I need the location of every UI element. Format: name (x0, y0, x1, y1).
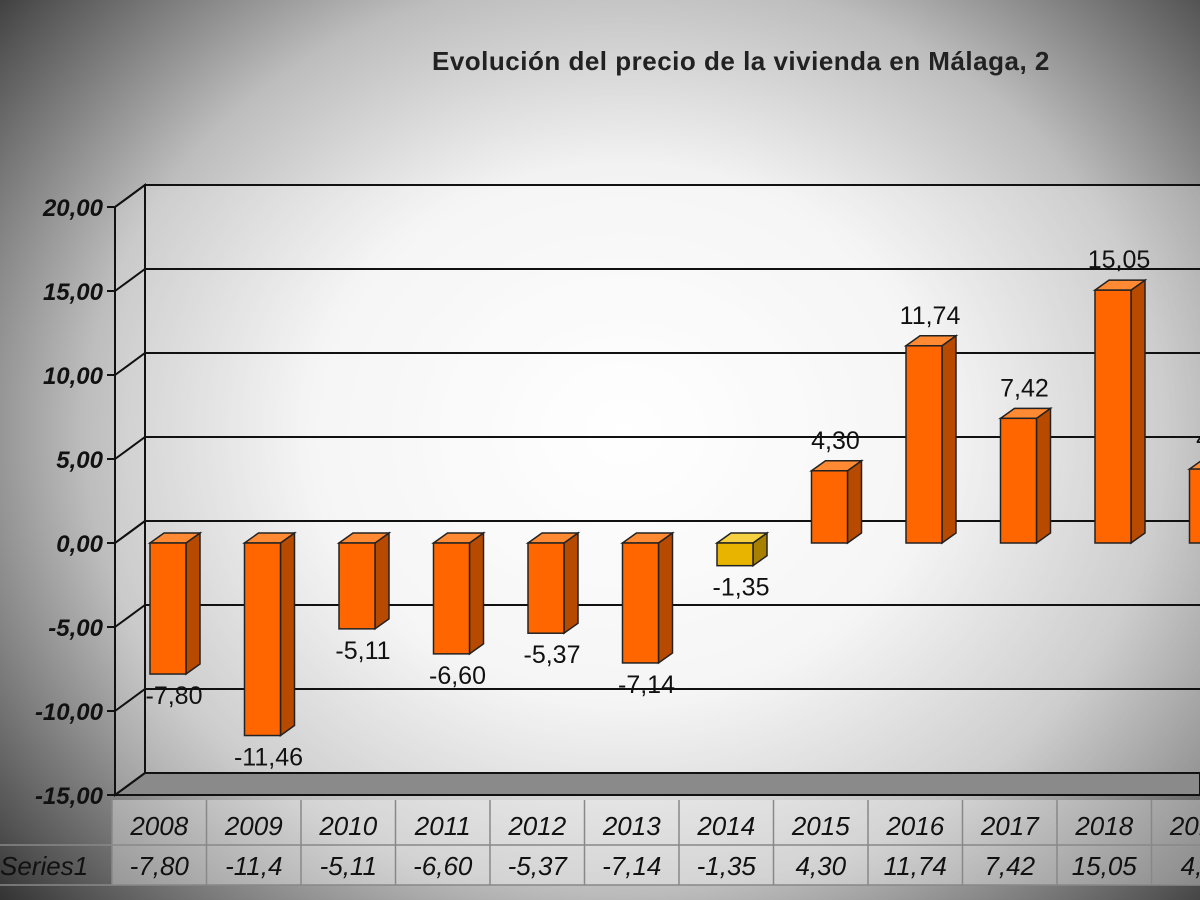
category-label: 2013 (602, 811, 661, 841)
data-label: 15,05 (1088, 246, 1151, 274)
bar-2012 (525, 531, 581, 635)
table-value: -7,14 (602, 851, 661, 881)
y-tick-label: 5,00 (56, 447, 103, 474)
y-axis: 20,00 15,00 10,00 5,00 0,00 -5,00 -10,00 -15,00 (35, 195, 116, 810)
bar-side (1035, 406, 1052, 545)
category-label: 2016 (885, 811, 944, 841)
data-label: -6,60 (429, 662, 486, 690)
data-label: -7,80 (146, 682, 203, 710)
table-value: 4,30 (795, 851, 846, 881)
y-tick-label: 15,00 (43, 279, 104, 306)
category-label: 2019 (1169, 811, 1200, 841)
bar-2010 (336, 531, 392, 631)
gridline (114, 688, 1200, 712)
data-label: -7,14 (618, 671, 675, 699)
table-value: -1,35 (697, 851, 757, 881)
series-name: Series1 (0, 851, 88, 881)
bar-2008 (147, 531, 203, 676)
table-value: -7,80 (130, 851, 190, 881)
bar-2014 (714, 531, 770, 568)
table-bg (112, 800, 1200, 885)
category-label: 2017 (980, 811, 1040, 841)
category-label: 2010 (318, 811, 377, 841)
gridline (114, 436, 1200, 460)
gridline (114, 604, 1200, 628)
data-label: 7,42 (1000, 374, 1049, 402)
bar-2009 (242, 531, 297, 737)
bar-top (1187, 460, 1200, 470)
bar-front (338, 542, 376, 630)
bar-side (468, 531, 485, 656)
table-value: 4,4 (1181, 851, 1200, 881)
table-value: -5,11 (320, 851, 377, 881)
y-tick-label: -10,00 (35, 699, 104, 726)
data-labels: -7,80 -11,46 -5,11 -6,60 -5,37 -7,14 -1,35 4,30… (146, 246, 1200, 771)
data-label: -11,46 (234, 744, 303, 772)
gridline (114, 184, 1200, 208)
bar-2016 (903, 334, 959, 545)
category-label: 2009 (224, 811, 283, 841)
data-label: -5,11 (335, 637, 390, 665)
bar-side (657, 531, 674, 665)
table-value: 7,42 (984, 851, 1035, 881)
bar-2011 (431, 531, 486, 656)
bar-front (716, 542, 754, 567)
y-tick-label: -5,00 (48, 615, 103, 642)
bar-front (810, 470, 849, 544)
bar-front (905, 345, 943, 544)
table-value: -6,60 (413, 851, 473, 881)
table-value: 15,05 (1072, 851, 1138, 881)
y-tick-label: 20,00 (42, 195, 104, 222)
bar-front (1188, 468, 1200, 544)
gridline (114, 352, 1200, 376)
bar-side (941, 334, 957, 545)
category-label: 2011 (414, 811, 471, 841)
bar-side (374, 531, 390, 631)
floor (111, 772, 1200, 796)
bar-front (149, 542, 187, 675)
bars (147, 278, 1200, 737)
data-table: Series1 2008 -7,80 2009 -11,4 2010 -5,11 2011 -6… (0, 800, 1200, 886)
bar-side (279, 531, 296, 737)
bar-side (846, 459, 863, 545)
bar-2018 (1092, 278, 1148, 545)
gridline (114, 268, 1200, 292)
category-label: 2012 (507, 811, 566, 841)
bar-front (621, 542, 660, 664)
table-value: 11,74 (884, 851, 947, 881)
bar-front (1094, 289, 1132, 544)
bar-front (527, 542, 565, 634)
bar-2019 (1187, 460, 1200, 544)
category-label: 2015 (791, 811, 850, 841)
bar-front (432, 542, 471, 655)
bar-side (1130, 278, 1146, 545)
chart-title: Evolución del precio de la vivienda en M… (432, 46, 1050, 76)
data-label: -1,35 (713, 574, 770, 602)
data-label: 11,74 (900, 302, 961, 330)
category-label: 2014 (696, 811, 755, 841)
bar-2013 (620, 531, 675, 665)
bar-front (243, 542, 282, 737)
table-value: -11,4 (225, 851, 282, 881)
data-label: 4,30 (811, 427, 860, 455)
y-tick-label: 0,00 (56, 531, 103, 558)
gridline (114, 772, 1200, 796)
y-tick-label: -15,00 (35, 783, 104, 810)
y-tick-label: 10,00 (43, 363, 104, 390)
bar-side (185, 531, 201, 676)
side-wall (114, 183, 146, 797)
bar-2017 (998, 406, 1053, 545)
category-label: 2018 (1074, 811, 1133, 841)
bar-side (563, 531, 579, 635)
bar-2015 (809, 459, 864, 545)
data-label: 4,4 (1196, 425, 1200, 453)
data-label: -5,37 (524, 641, 581, 669)
table-value: -5,37 (508, 851, 569, 881)
category-label: 2008 (129, 811, 188, 841)
bar-front (999, 417, 1038, 544)
